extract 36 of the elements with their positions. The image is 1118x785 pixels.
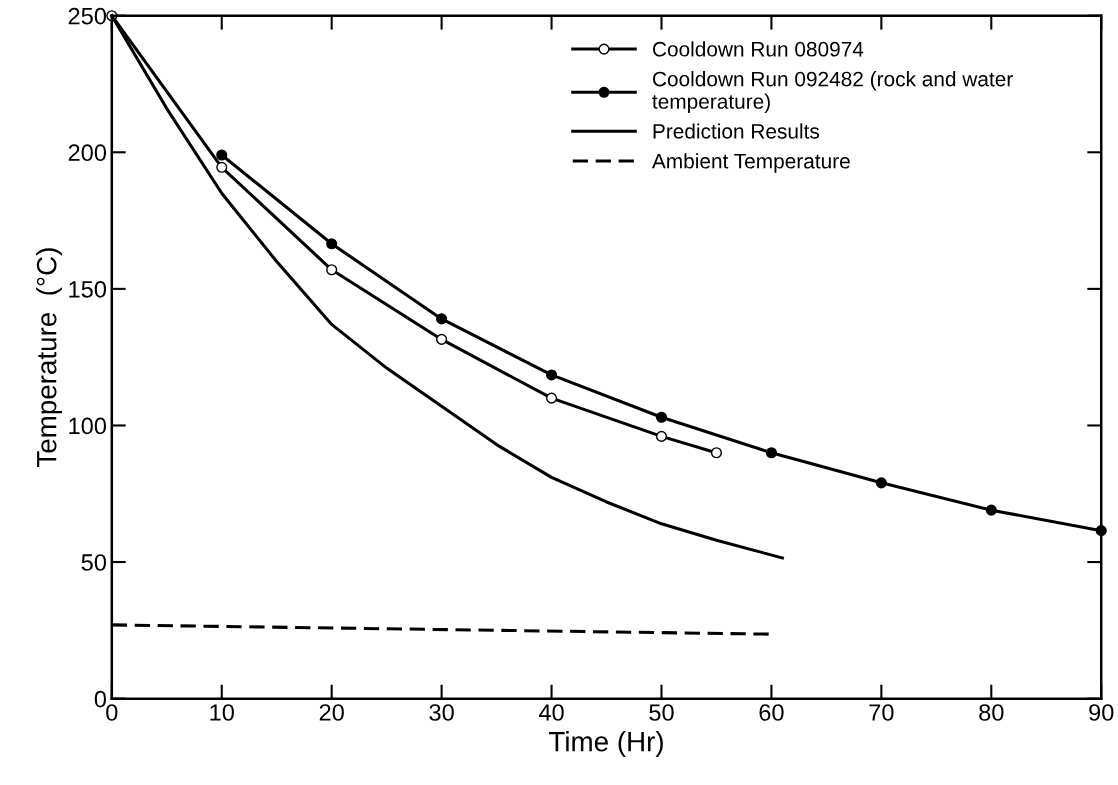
point bbox=[545, 392, 558, 404]
x-tick-label: 0 bbox=[106, 704, 118, 721]
x-tick-label: 20 bbox=[319, 704, 344, 721]
legend-label: Ambient Temperature bbox=[651, 153, 850, 173]
x-tick-label: 80 bbox=[979, 704, 1004, 721]
point bbox=[765, 447, 777, 459]
legend-label: Cooldown Run 092482 (rock and water temperature) bbox=[652, 71, 1013, 113]
y-tick-label: 250 bbox=[68, 7, 107, 25]
point bbox=[875, 477, 887, 489]
legend-label: Prediction Results bbox=[653, 123, 820, 139]
point bbox=[436, 333, 448, 345]
y-axis-title: Temperature (°C) bbox=[36, 248, 62, 468]
point bbox=[655, 411, 668, 423]
point bbox=[326, 238, 338, 250]
y-tick-label: 0 bbox=[94, 690, 107, 708]
y-tick-label: 200 bbox=[68, 144, 107, 162]
x-tick-label: 90 bbox=[1089, 704, 1114, 721]
x-tick-label: 50 bbox=[649, 704, 674, 721]
point bbox=[216, 161, 228, 173]
x-tick-label: 70 bbox=[869, 704, 894, 721]
point bbox=[545, 369, 558, 381]
point bbox=[216, 149, 228, 161]
y-tick-label: 150 bbox=[69, 280, 107, 298]
x-axis-title: Time (Hr) bbox=[549, 731, 663, 757]
y-tick-label: 50 bbox=[81, 554, 107, 571]
x-tick-label: 30 bbox=[429, 704, 454, 721]
point bbox=[436, 313, 448, 325]
point bbox=[655, 430, 668, 442]
x-tick-label: 10 bbox=[210, 704, 234, 721]
legend-label: Cooldown Run 080974 bbox=[652, 41, 864, 57]
x-tick-label: 40 bbox=[538, 704, 564, 721]
point bbox=[985, 504, 997, 516]
point bbox=[326, 264, 338, 276]
point bbox=[710, 447, 723, 459]
y-tick-label: 100 bbox=[69, 417, 107, 435]
x-tick-label: 60 bbox=[759, 704, 784, 721]
